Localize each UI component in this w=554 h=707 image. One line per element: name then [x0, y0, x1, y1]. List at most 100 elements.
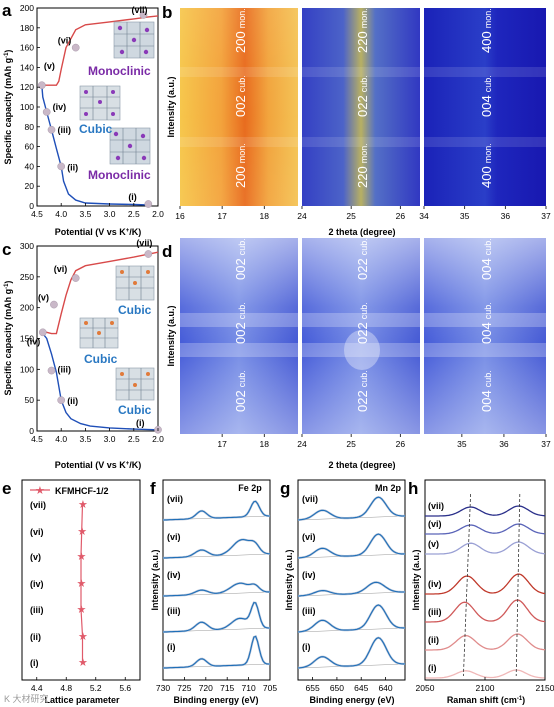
legend-star-icon: ★ [35, 485, 45, 497]
monoclinic-crystal-top [113, 21, 155, 59]
ph-x-tick-label: 2050 [416, 683, 435, 693]
pf-stage-label: (iii) [167, 606, 181, 616]
pc-stage-label: (ii) [67, 396, 78, 406]
pc-charge-curve [41, 251, 159, 335]
pg-stage-label: (iii) [302, 606, 316, 616]
panel-f-y-axis-label: Intensity (a.u.) [150, 549, 160, 610]
ph-spectrum [425, 669, 545, 679]
pa-x-tick-label: 4.0 [55, 209, 67, 219]
pa-stage-marker [42, 108, 51, 116]
ph-spectrum [425, 633, 546, 651]
cubic-crystal-bottom [115, 367, 155, 401]
ph-x-tick-label: 2100 [476, 683, 495, 693]
pb-peak-label: 400mon. [479, 143, 494, 188]
pg-stage-label: (iv) [302, 570, 316, 580]
pc-y-tick-label: 250 [20, 272, 34, 282]
panel-f-chart: Fe 2p (vii) (vi) (iv) (iii) (i) 730 725 720 715 7… [150, 479, 277, 705]
pf-fit-spectrum [162, 582, 270, 597]
pe-stage-label: (v) [30, 552, 41, 562]
panel-g-x-axis-label: Binding energy (eV) [309, 695, 394, 705]
panel-e-x-axis-label: Lattice parameter [44, 695, 120, 705]
pc-y-tick-label: 200 [20, 303, 34, 313]
panel-a-chart: 0 20 40 60 80 100 120 140 160 180 200 4.5 4.0 3.5 3.0 2… [3, 3, 164, 237]
panel-c-y-axis-label: Specific capacity (mAh g-1) [3, 281, 13, 396]
pc-stage-marker [38, 328, 47, 337]
pc-x-tick-label: 3.5 [79, 434, 91, 444]
pa-stage-marker [71, 43, 80, 52]
pb-peak-label: 002cub. [233, 75, 248, 117]
pa-stage-label: (v) [44, 61, 55, 71]
pb-peak-label: 400mon. [479, 8, 494, 53]
pg-stage-label: (i) [302, 642, 311, 652]
pc-x-tick-label: 3.0 [104, 434, 116, 444]
ph-stage-label: (vii) [428, 501, 444, 511]
pf-x-tick-label: 710 [242, 683, 256, 693]
watermark: K 大材研究 [4, 693, 49, 704]
pb-peak-label: 220mon. [355, 143, 370, 188]
ph-spectrum [425, 541, 546, 555]
pa-y-tick-label: 200 [20, 3, 34, 13]
pa-y-tick-label: 20 [25, 181, 35, 191]
pg-stage-label: (vii) [302, 494, 318, 504]
pb-x-tick-label: 17 [217, 211, 227, 221]
pd-peak-label: 002cub. [233, 302, 248, 344]
pd-x-tick-label: 37 [541, 439, 551, 449]
pa-stage-label: (iii) [58, 125, 72, 135]
ph-stage-label: (v) [428, 539, 439, 549]
pe-x-tick-label: 4.4 [31, 683, 43, 693]
pb-x-tick-label: 16 [175, 211, 185, 221]
pf-stage-label: (vi) [167, 532, 181, 542]
phase-label-cubic: Cubic [79, 122, 113, 136]
ph-stage-label: (i) [428, 663, 437, 673]
pa-y-tick-label: 0 [29, 201, 34, 211]
pd-x-tick-label: 26 [396, 439, 406, 449]
pc-stage-marker [144, 250, 153, 258]
pg-fit-spectrum [297, 533, 405, 559]
pc-stage-marker [47, 366, 56, 375]
pc-stage-marker [71, 274, 80, 282]
panel-b-heatmap: 200mon. 002cub. 200mon. 220mon. 022cub. 220mo… [166, 8, 551, 237]
pf-fit-spectrum [162, 500, 271, 521]
phase-label-cubic-bottom: Cubic [118, 403, 152, 417]
pa-stage-marker [139, 11, 148, 19]
pf-x-tick-label: 715 [220, 683, 234, 693]
pd-peak-label: 004cub. [479, 238, 494, 280]
pb-peak-label: 022cub. [355, 75, 370, 117]
pa-x-tick-label: 3.5 [79, 209, 91, 219]
panel-label-f: f [150, 479, 156, 498]
panel-c-x-axis-label: Potential (V vs K+/K) [55, 460, 142, 470]
pg-x-tick-label: 645 [354, 683, 368, 693]
pf-stage-label: (vii) [167, 494, 183, 504]
pd-peak-label: 004cub. [479, 302, 494, 344]
pa-y-tick-label: 120 [20, 82, 34, 92]
pf-fit-spectrum [162, 635, 270, 669]
panel-h-y-axis-label: Intensity (a.u.) [411, 549, 421, 610]
panel-f-x-axis-label: Binding energy (eV) [173, 695, 258, 705]
pa-x-tick-label: 2.0 [152, 209, 164, 219]
pc-stage-label: (i) [136, 418, 145, 428]
panel-b-x-axis-label: 2 theta (degree) [328, 227, 395, 237]
pf-x-tick-label: 725 [177, 683, 191, 693]
pd-x-tick-label: 18 [260, 439, 270, 449]
pd-x-tick-label: 24 [297, 439, 307, 449]
pa-stage-label: (ii) [67, 162, 78, 172]
panel-e-legend: ★ KFMHCF-1/2 [30, 485, 109, 497]
pa-y-tick-label: 60 [25, 142, 35, 152]
ph-stage-label: (ii) [428, 635, 439, 645]
panel-f-frame [162, 479, 271, 681]
panel-a-y-axis-label: Specific capacity (mAh g-1) [3, 50, 13, 165]
panel-d-x-axis-label: 2 theta (degree) [328, 460, 395, 470]
pb-peak-label: 200mon. [233, 143, 248, 188]
pb-peak-label: 200mon. [233, 8, 248, 53]
pf-fit-spectrum [162, 538, 271, 559]
panel-h-x-axis-label: Raman shift (cm-1) [447, 695, 525, 705]
pe-x-tick-label: 5.6 [119, 683, 131, 693]
phase-label-monoclinic-bottom: Monoclinic [88, 168, 151, 182]
panel-f-title: Fe 2p [238, 483, 262, 493]
pa-y-tick-label: 140 [20, 62, 34, 72]
pc-y-tick-label: 0 [29, 426, 34, 436]
panel-label-b: b [162, 3, 172, 22]
pa-stage-marker [37, 81, 46, 90]
pa-stage-label: (i) [128, 192, 137, 202]
pe-star-marker: ★ [78, 499, 88, 511]
